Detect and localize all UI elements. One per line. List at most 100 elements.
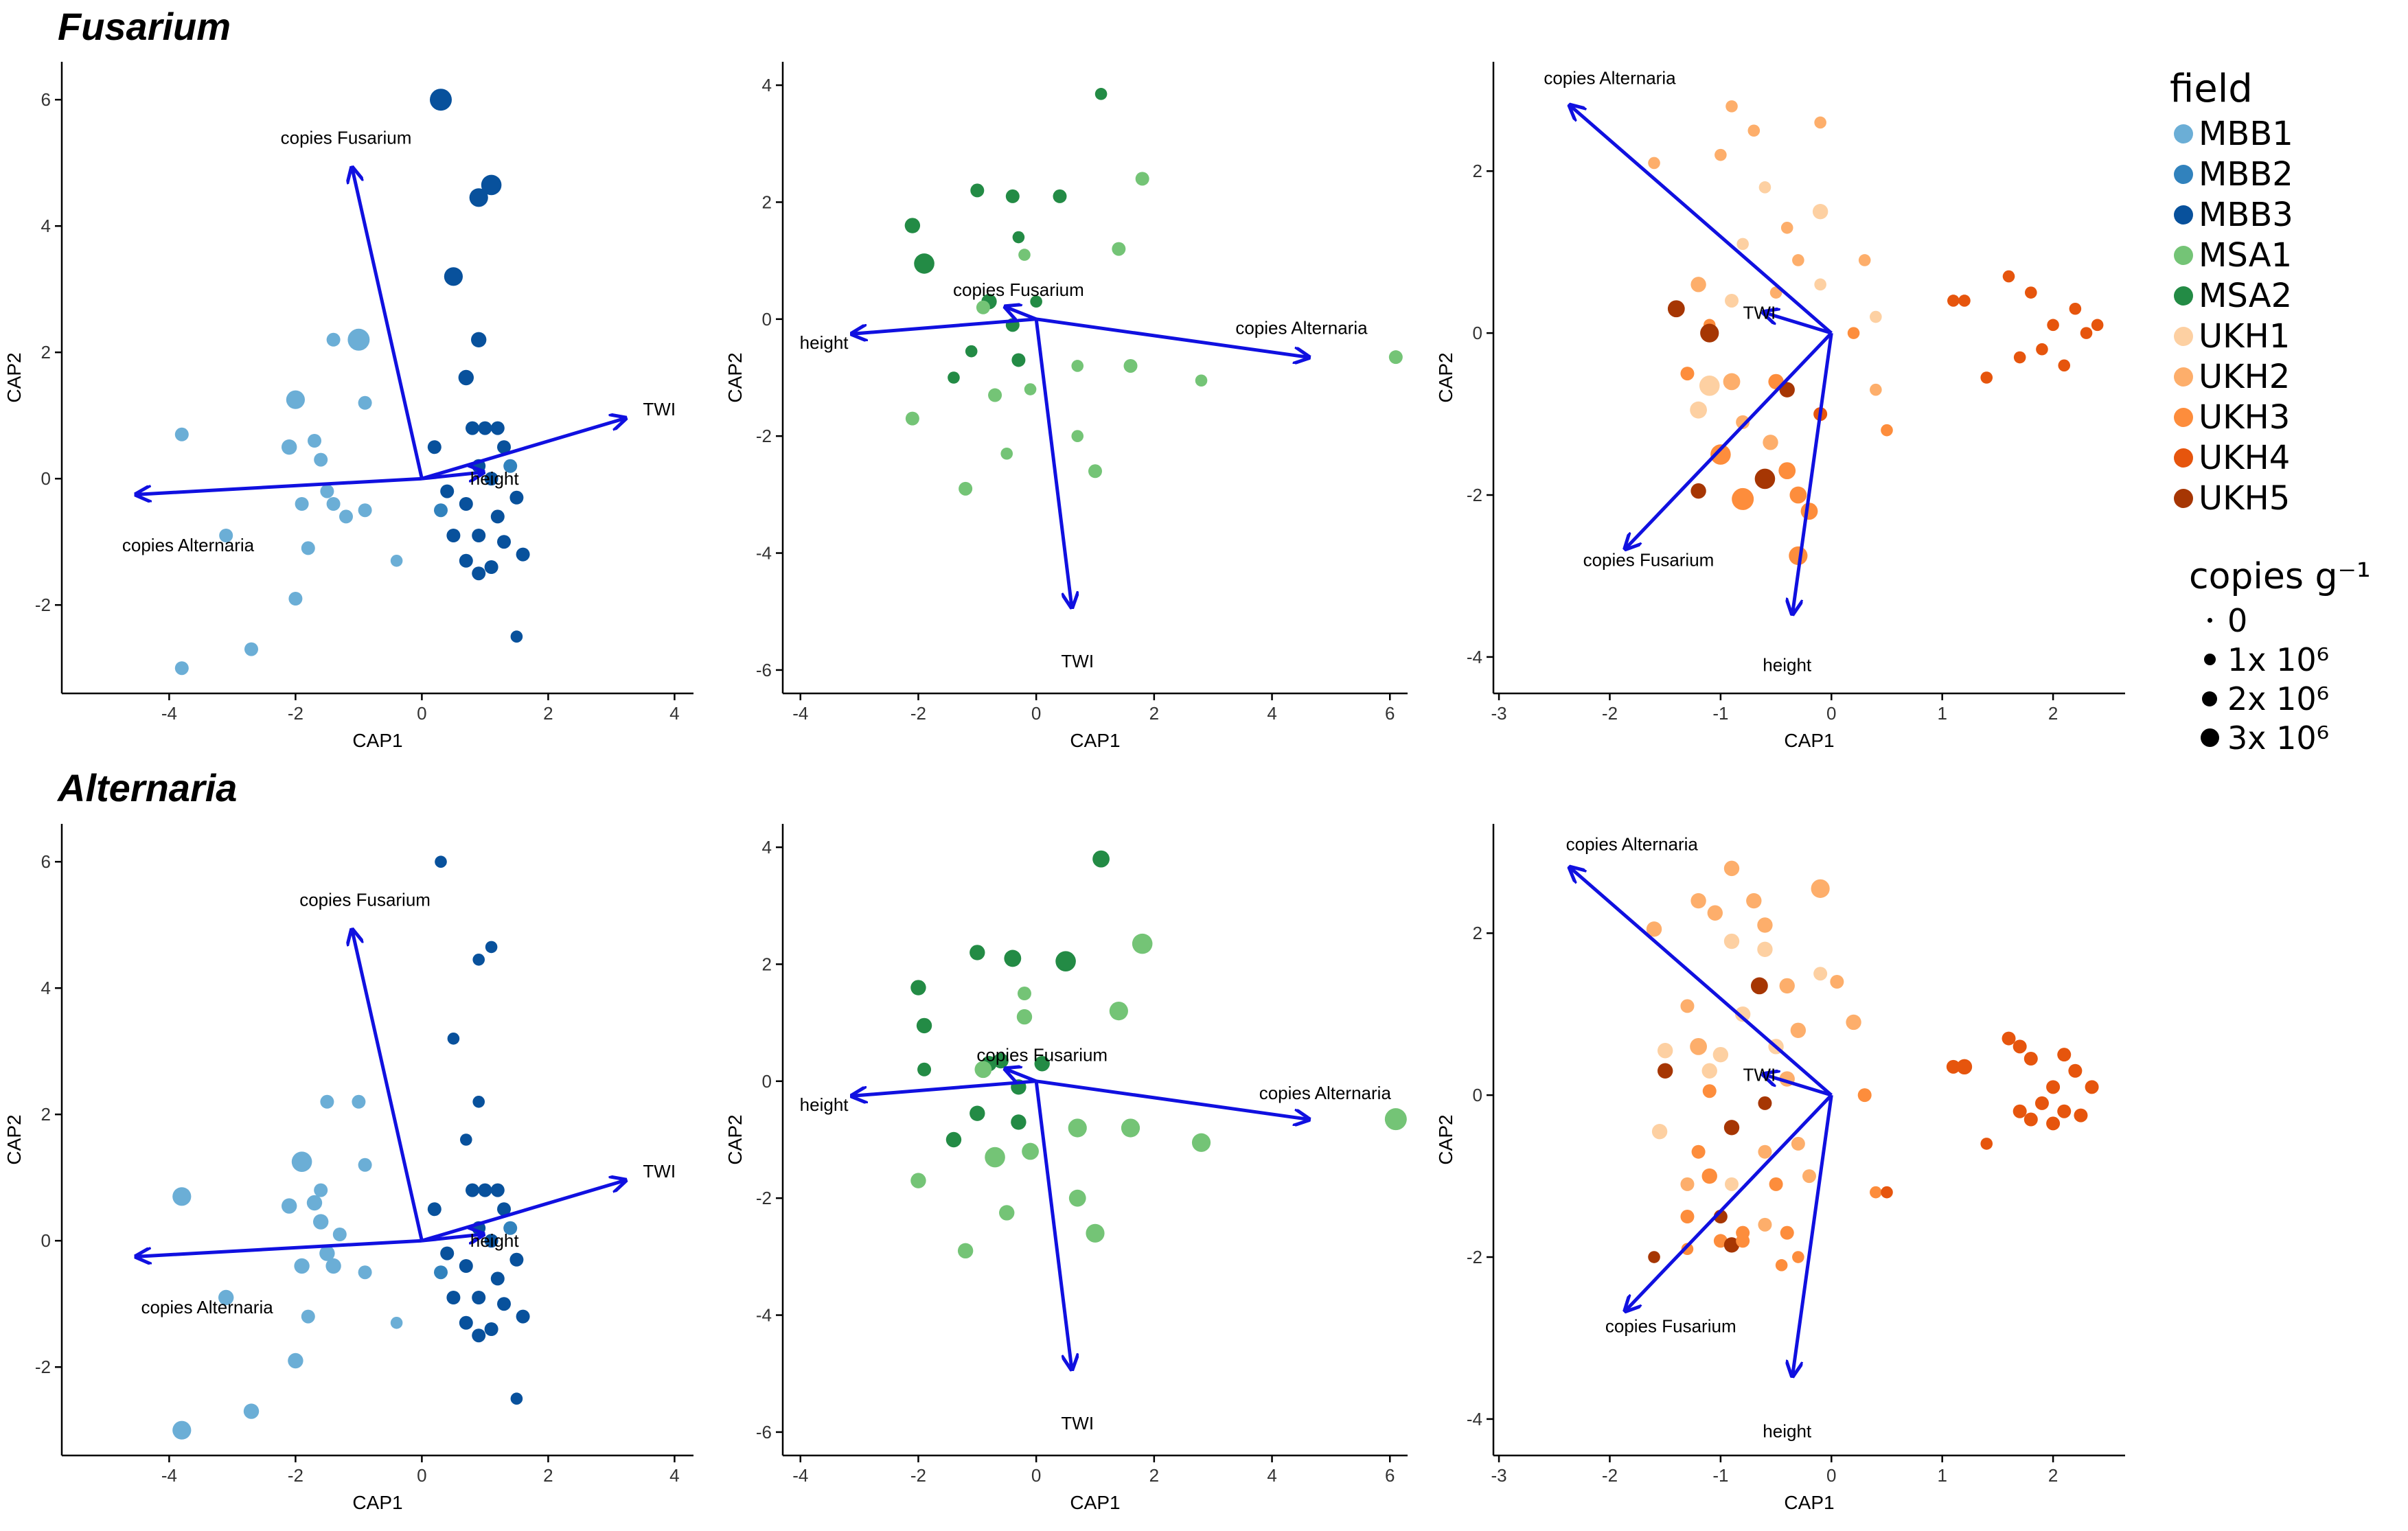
x-tick-label: -4 — [792, 703, 808, 724]
data-point-msa1 — [1195, 374, 1208, 387]
y-tick-label: 2 — [762, 192, 772, 212]
x-tick-label: 2 — [543, 1465, 553, 1486]
data-point-ukh4 — [1947, 295, 1960, 307]
data-point-msa2 — [945, 1131, 962, 1148]
legend-field-list: MBB1 MBB2 MBB3 MSA1 MSA2 UKH1 UKH2 UKH3 … — [2170, 113, 2396, 518]
data-point-ukh5 — [1690, 483, 1706, 499]
data-point-mbb2 — [434, 1265, 448, 1280]
data-point-mbb1 — [291, 1151, 312, 1172]
legend-label: UKH3 — [2199, 398, 2291, 437]
data-point-msa2 — [917, 1062, 932, 1077]
data-point-msa1 — [974, 1061, 992, 1079]
data-point-mbb3 — [458, 369, 474, 386]
y-tick-label: 0 — [1473, 1085, 1482, 1105]
x-tick-label: 2 — [1149, 703, 1159, 724]
data-point-ukh4 — [1956, 1059, 1973, 1075]
data-point-ukh2 — [1747, 124, 1761, 137]
vector-arrow — [422, 472, 481, 479]
legend-swatch — [2174, 326, 2193, 346]
size-legend-dot — [2202, 691, 2217, 706]
data-point-msa2 — [1092, 850, 1110, 868]
data-point-ukh2 — [1690, 1037, 1707, 1055]
data-point-msa2 — [965, 345, 978, 358]
data-point-ukh4 — [2068, 1063, 2083, 1078]
plot-alternaria-msa: -4 -2 0 2 4 6 -6 -4 -2 0 2 4 CAP1 CAP2 copies Fusarium… — [724, 824, 1408, 1513]
data-point-msa1 — [1000, 447, 1013, 460]
legend-title: field — [2170, 67, 2253, 111]
data-point-mbb3 — [472, 954, 485, 966]
data-point-mbb3 — [510, 630, 523, 643]
data-point-ukh4 — [2023, 1052, 2038, 1066]
data-point-ukh2 — [1723, 860, 1740, 877]
y-tick-label: 4 — [41, 978, 51, 998]
data-point-ukh4 — [2025, 286, 2037, 299]
data-point-mbb1 — [282, 1198, 297, 1214]
data-point-mbb3 — [459, 553, 473, 568]
legend-swatch — [2174, 164, 2193, 184]
x-tick-label: -1 — [1712, 703, 1728, 724]
y-tick-label: 0 — [762, 309, 772, 330]
data-point-ukh5 — [1657, 1063, 1673, 1079]
data-point-ukh3 — [1775, 1259, 1788, 1271]
legend-swatch — [2174, 488, 2193, 508]
legend-swatch — [2174, 448, 2193, 468]
data-point-ukh1 — [1758, 181, 1771, 194]
vector-arrow — [1571, 868, 1833, 1097]
vector-arrow — [1035, 1079, 1307, 1119]
data-point-mbb1 — [326, 497, 341, 511]
y-tick-label: 6 — [41, 89, 51, 110]
data-point-mbb1 — [314, 452, 328, 467]
data-point-mbb3 — [484, 472, 498, 486]
data-point-mbb1 — [313, 1214, 329, 1230]
x-tick-label: -3 — [1491, 703, 1507, 724]
vector-label: height — [800, 332, 849, 353]
data-point-ukh2 — [1680, 1177, 1695, 1191]
y-axis-label: CAP2 — [724, 1114, 746, 1164]
data-point-mbb3 — [516, 1309, 530, 1324]
vector-arrow — [1793, 332, 1833, 612]
data-point-ukh1 — [1699, 375, 1720, 396]
data-point-mbb1 — [358, 1265, 372, 1280]
data-point-ukh4 — [1958, 295, 1971, 307]
data-point-msa2 — [1055, 951, 1076, 971]
data-point-mbb1 — [347, 328, 370, 351]
x-tick-label: 2 — [543, 703, 553, 724]
legend-swatch — [2174, 286, 2193, 306]
y-tick-label: -2 — [1467, 485, 1482, 505]
data-point-msa1 — [1384, 1108, 1407, 1131]
data-point-mbb3 — [478, 421, 492, 435]
data-point-ukh2 — [1792, 254, 1804, 266]
x-tick-label: 4 — [669, 703, 679, 724]
size-legend-dot — [2200, 728, 2219, 747]
vector-label: height — [470, 468, 520, 489]
data-point-mbb1 — [301, 541, 315, 555]
data-point-mbb1 — [282, 439, 297, 455]
data-point-msa1 — [1068, 1189, 1086, 1207]
x-tick-label: 0 — [417, 1465, 426, 1486]
data-point-ukh2 — [1758, 1217, 1772, 1232]
data-point-ukh2 — [1870, 383, 1882, 396]
legend-swatch — [2174, 407, 2193, 427]
y-tick-label: 6 — [41, 851, 51, 872]
data-point-ukh4 — [2046, 1116, 2061, 1131]
data-point-msa2 — [1053, 189, 1067, 203]
legend-label: MBB1 — [2199, 114, 2293, 153]
data-point-ukh2 — [1802, 1169, 1816, 1184]
data-point-ukh2 — [1858, 254, 1871, 266]
data-point-msa2 — [904, 218, 921, 233]
y-tick-label: 0 — [41, 468, 51, 489]
data-point-ukh1 — [1657, 1043, 1673, 1059]
data-point-mbb1 — [288, 592, 303, 606]
x-tick-label: 2 — [2048, 1465, 2058, 1486]
size-legend-item-1: 1x 10⁶ — [2197, 640, 2396, 679]
data-point-mbb3 — [472, 1096, 485, 1108]
x-tick-label: -3 — [1491, 1465, 1507, 1486]
vector-label: copies Alternaria — [1235, 318, 1368, 338]
y-axis-label: CAP2 — [724, 352, 746, 402]
data-point-msa1 — [1071, 360, 1084, 372]
y-tick-label: -4 — [1467, 1409, 1482, 1429]
data-point-ukh4 — [2013, 1104, 2027, 1118]
vector-arrow — [1007, 1070, 1037, 1083]
legend-label: UKH4 — [2199, 438, 2291, 477]
data-point-ukh2 — [1723, 373, 1741, 391]
